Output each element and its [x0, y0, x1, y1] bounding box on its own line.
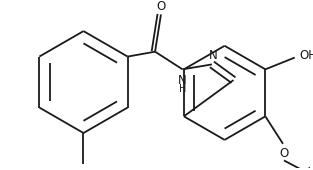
Text: H: H — [179, 84, 186, 94]
Text: N: N — [208, 49, 217, 62]
Text: N: N — [178, 74, 187, 87]
Text: OH: OH — [300, 49, 313, 62]
Text: O: O — [156, 0, 166, 13]
Text: O: O — [279, 147, 289, 160]
